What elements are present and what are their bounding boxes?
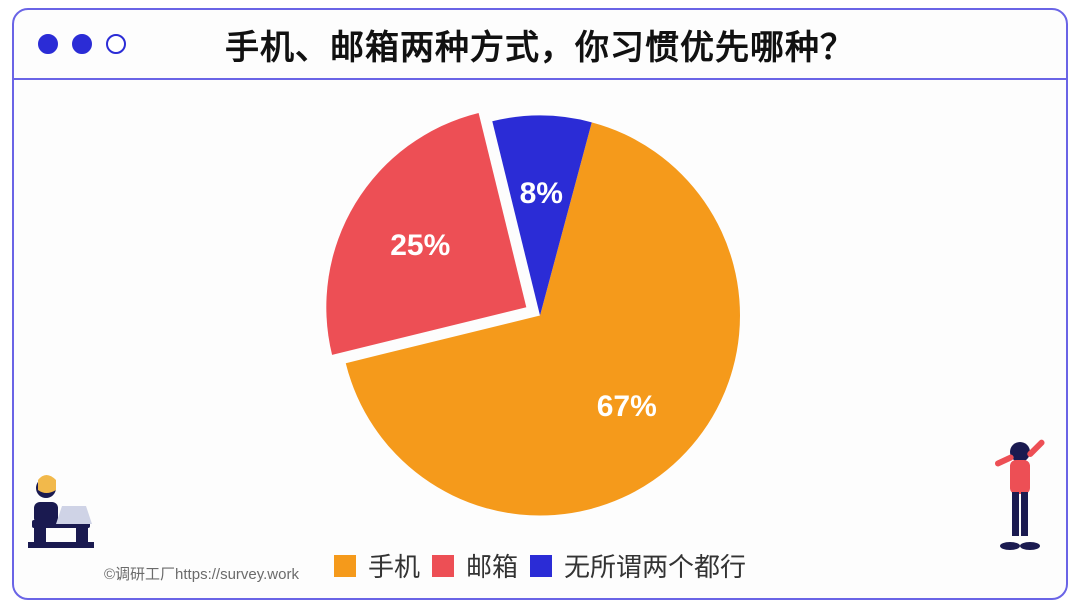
legend-label-2: 无所谓两个都行 <box>564 547 746 584</box>
person-left-icon <box>28 466 100 556</box>
window-frame: 手机、邮箱两种方式，你习惯优先哪种？ 手机 邮箱 无所谓两个都行 <box>12 8 1068 600</box>
page-title: 手机、邮箱两种方式，你习惯优先哪种？ <box>14 20 1066 69</box>
legend-label-1: 邮箱 <box>466 547 518 584</box>
chart-area: 手机 邮箱 无所谓两个都行 ©调研工厂https://survey.work <box>14 80 1066 598</box>
pie-chart <box>316 92 764 545</box>
person-right-icon <box>990 436 1050 556</box>
titlebar: 手机、邮箱两种方式，你习惯优先哪种？ <box>14 10 1066 80</box>
pie-slice-email <box>326 113 526 355</box>
legend-swatch-1 <box>432 555 454 577</box>
legend-label-0: 手机 <box>368 547 420 584</box>
legend-swatch-0 <box>334 555 356 577</box>
pie-svg <box>316 92 764 540</box>
legend-swatch-2 <box>530 555 552 577</box>
credit-text: ©调研工厂https://survey.work <box>104 563 299 584</box>
